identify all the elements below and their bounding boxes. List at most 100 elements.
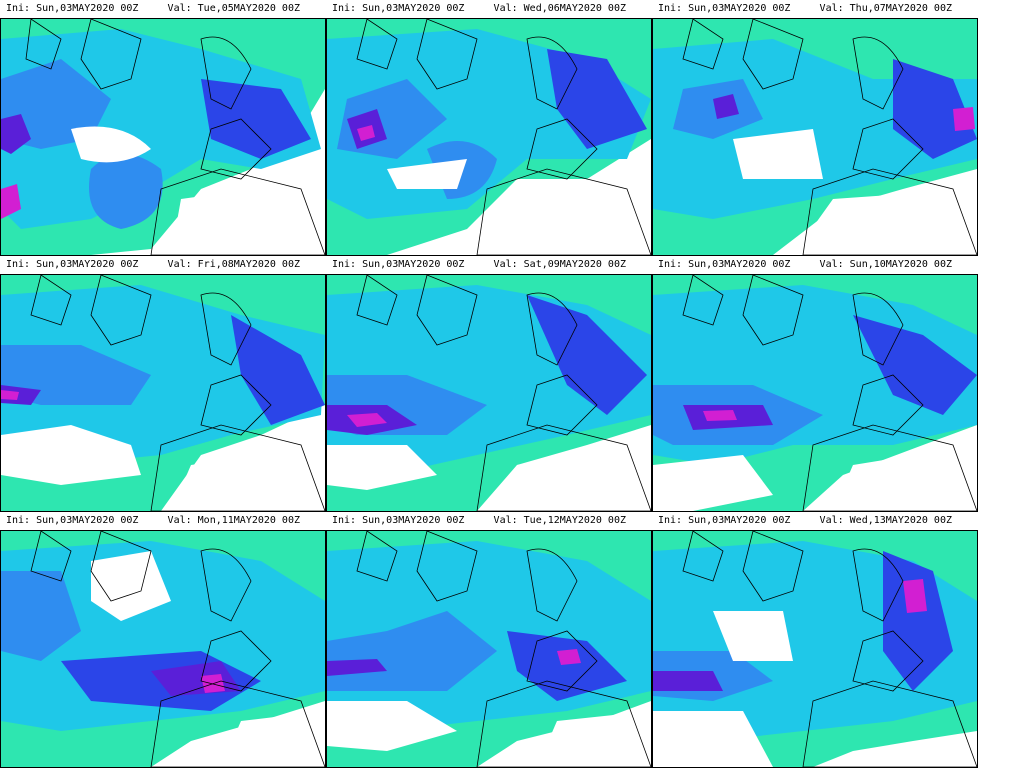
valid-time-label: Val: Sat,09MAY2020 00Z (493, 259, 626, 270)
moisture-map (1, 275, 325, 511)
europe-coastline (200, 548, 272, 692)
europe-coastline (526, 548, 598, 692)
clear-air-region (327, 701, 457, 751)
valid-time-label: Val: Tue,05MAY2020 00Z (167, 3, 300, 14)
moisture-magenta-region (703, 410, 737, 421)
europe-coastline (200, 292, 272, 436)
init-time-label: Ini: Sun,03MAY2020 00Z (6, 515, 139, 526)
moisture-sky-region (89, 154, 163, 229)
greenland-coastline (356, 531, 478, 602)
map-frame (652, 18, 978, 256)
init-time-label: Ini: Sun,03MAY2020 00Z (332, 259, 465, 270)
panel-header: Ini: Sun,03MAY2020 00Z Val: Fri,08MAY202… (0, 256, 326, 274)
clear-air-region (1, 425, 141, 485)
map-frame (652, 274, 978, 512)
africa-coastline (802, 680, 977, 767)
europe-coastline (526, 292, 598, 436)
greenland-coastline (682, 19, 804, 90)
moisture-magenta-region (347, 413, 387, 427)
panel-header: Ini: Sun,03MAY2020 00Z Val: Tue,12MAY202… (326, 512, 652, 530)
moisture-blue-region (231, 315, 325, 425)
map-frame (0, 530, 326, 768)
greenland-coastline (682, 531, 804, 602)
valid-time-label: Val: Wed,06MAY2020 00Z (493, 3, 626, 14)
forecast-panel-grid: Ini: Sun,03MAY2020 00Z Val: Tue,05MAY202… (0, 0, 978, 768)
panel-header: Ini: Sun,03MAY2020 00Z Val: Thu,07MAY202… (652, 0, 978, 18)
init-time-label: Ini: Sun,03MAY2020 00Z (332, 515, 465, 526)
clear-air-region (497, 169, 651, 255)
clear-air-region (833, 445, 977, 511)
init-time-label: Ini: Sun,03MAY2020 00Z (6, 3, 139, 14)
africa-coastline (476, 424, 651, 511)
valid-time-label: Val: Sun,10MAY2020 00Z (819, 259, 952, 270)
clear-air-region (537, 711, 651, 767)
panel-header: Ini: Sun,03MAY2020 00Z Val: Sat,09MAY202… (326, 256, 652, 274)
moisture-indigo-region (1, 385, 41, 405)
panel-header: Ini: Sun,03MAY2020 00Z Val: Tue,05MAY202… (0, 0, 326, 18)
africa-coastline (802, 424, 977, 511)
map-frame (0, 274, 326, 512)
clear-air-region (221, 711, 325, 767)
init-time-label: Ini: Sun,03MAY2020 00Z (6, 259, 139, 270)
africa-coastline (150, 680, 325, 767)
panel-header: Ini: Sun,03MAY2020 00Z Val: Sun,10MAY202… (652, 256, 978, 274)
moisture-magenta-region (357, 125, 375, 141)
clear-air-region (713, 611, 793, 661)
europe-coastline (852, 292, 924, 436)
africa-coastline (476, 680, 651, 767)
moisture-indigo-region (327, 659, 387, 676)
panel-header: Ini: Sun,03MAY2020 00Z Val: Mon,11MAY202… (0, 512, 326, 530)
moisture-indigo-region (713, 94, 739, 119)
clear-air-region (653, 455, 773, 511)
map-frame (326, 274, 652, 512)
greenland-coastline (356, 275, 478, 346)
moisture-blue-region (527, 295, 647, 415)
forecast-panel: Ini: Sun,03MAY2020 00Z Val: Sun,10MAY202… (652, 256, 978, 512)
panel-header: Ini: Sun,03MAY2020 00Z Val: Wed,06MAY202… (326, 0, 652, 18)
moisture-magenta-region (1, 184, 21, 219)
greenland-coastline (30, 531, 152, 602)
moisture-sky-region (1, 571, 81, 661)
panel-header: Ini: Sun,03MAY2020 00Z Val: Wed,13MAY202… (652, 512, 978, 530)
forecast-panel: Ini: Sun,03MAY2020 00Z Val: Sat,09MAY202… (326, 256, 652, 512)
forecast-panel: Ini: Sun,03MAY2020 00Z Val: Thu,07MAY202… (652, 0, 978, 256)
europe-coastline (852, 548, 924, 692)
moisture-blue-region (893, 59, 977, 159)
moisture-blue-region (853, 315, 977, 415)
moisture-indigo-region (1, 114, 31, 154)
moisture-sky-region (1, 59, 111, 149)
map-frame (652, 530, 978, 768)
init-time-label: Ini: Sun,03MAY2020 00Z (332, 3, 465, 14)
moisture-indigo-region (653, 671, 723, 691)
forecast-panel: Ini: Sun,03MAY2020 00Z Val: Tue,05MAY202… (0, 0, 326, 256)
clear-air-region (793, 189, 977, 255)
forecast-panel: Ini: Sun,03MAY2020 00Z Val: Wed,06MAY202… (326, 0, 652, 256)
moisture-map (653, 19, 977, 255)
clear-air-region (91, 551, 171, 621)
moisture-magenta-region (953, 107, 975, 131)
greenland-coastline (356, 19, 478, 90)
europe-coastline (852, 36, 924, 180)
moisture-map (653, 531, 977, 767)
moisture-map (653, 275, 977, 511)
forecast-panel: Ini: Sun,03MAY2020 00Z Val: Wed,13MAY202… (652, 512, 978, 768)
moisture-magenta-region (1, 390, 19, 400)
valid-time-label: Val: Tue,12MAY2020 00Z (493, 515, 626, 526)
init-time-label: Ini: Sun,03MAY2020 00Z (658, 3, 791, 14)
europe-coastline (200, 36, 272, 180)
clear-air-region (327, 445, 437, 490)
map-frame (326, 18, 652, 256)
init-time-label: Ini: Sun,03MAY2020 00Z (658, 515, 791, 526)
forecast-panel: Ini: Sun,03MAY2020 00Z Val: Fri,08MAY202… (0, 256, 326, 512)
clear-air-region (387, 159, 467, 189)
map-frame (0, 18, 326, 256)
africa-coastline (476, 168, 651, 255)
africa-coastline (150, 424, 325, 511)
forecast-panel: Ini: Sun,03MAY2020 00Z Val: Mon,11MAY202… (0, 512, 326, 768)
clear-air-region (733, 129, 823, 179)
valid-time-label: Val: Thu,07MAY2020 00Z (819, 3, 952, 14)
moisture-map (1, 531, 325, 767)
clear-air-region (497, 445, 651, 511)
clear-air-region (171, 445, 325, 511)
greenland-coastline (30, 275, 152, 346)
